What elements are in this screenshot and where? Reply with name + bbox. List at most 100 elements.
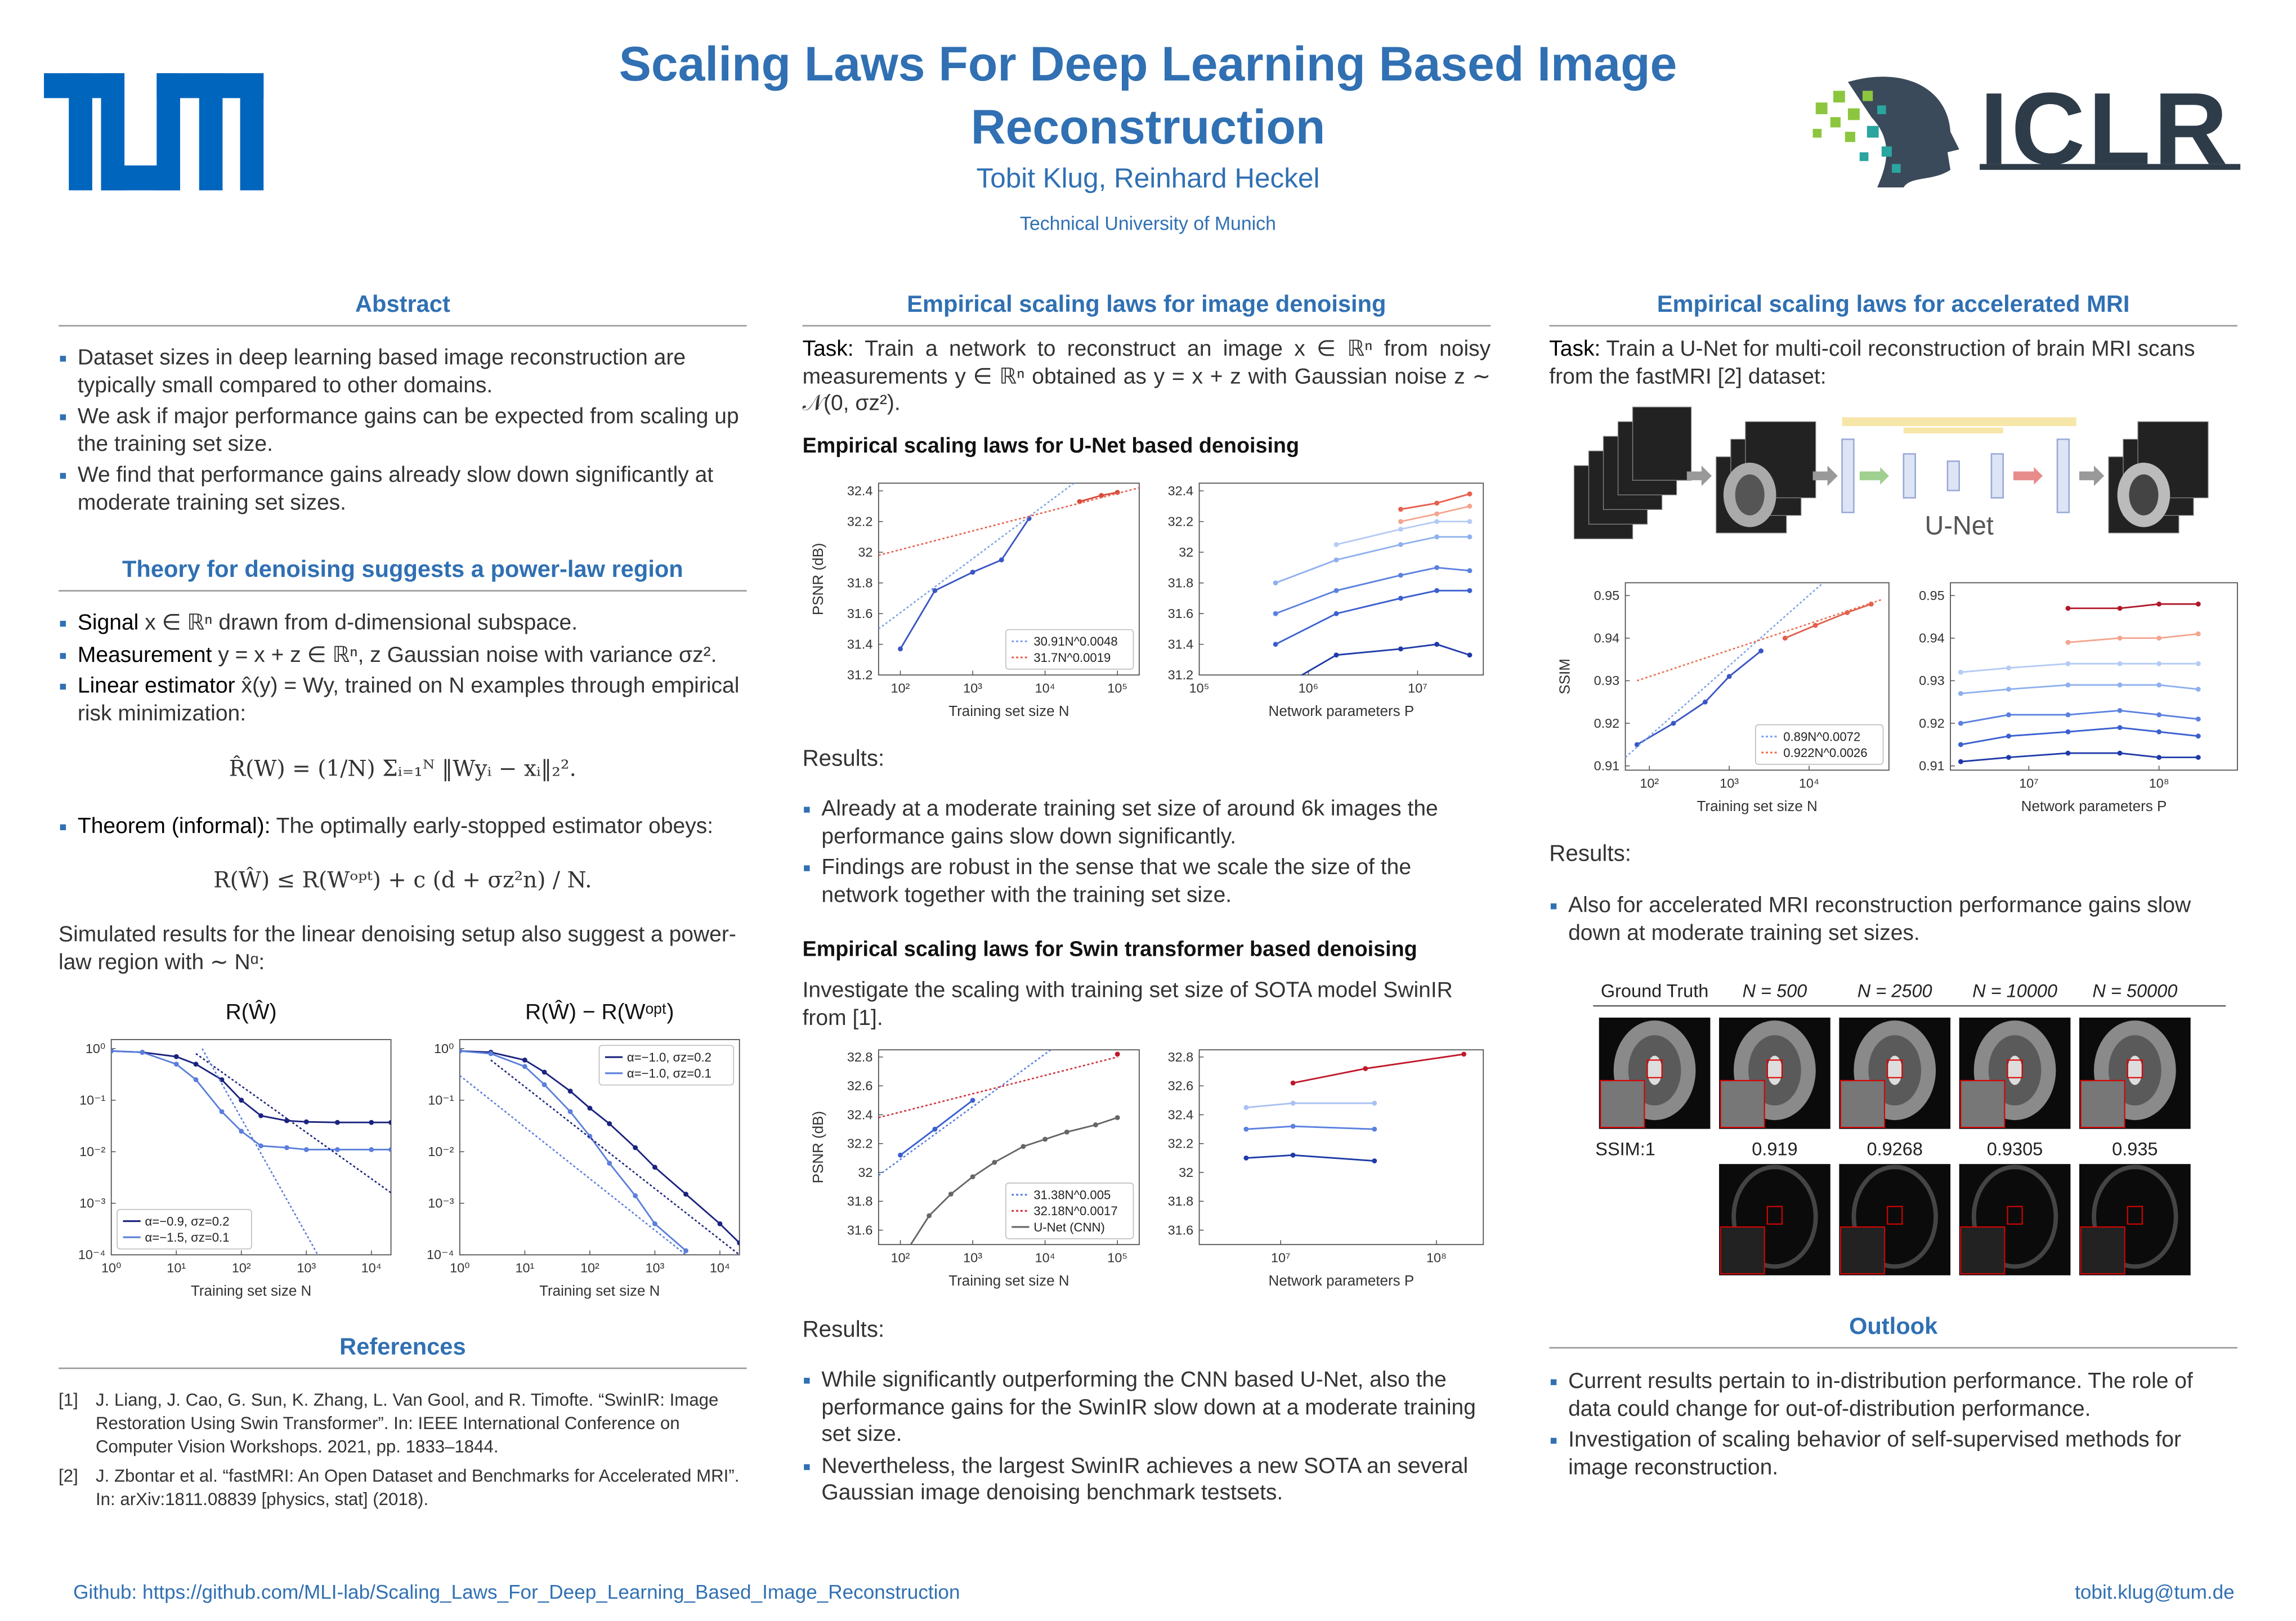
legend-label: α=−1.0, σz=0.2 <box>627 1050 711 1064</box>
y-tick-label: 32 <box>1179 545 1193 559</box>
data-point <box>2117 661 2123 666</box>
diagram-label: U-Net <box>1924 511 1994 540</box>
brain-edge <box>1971 1165 2058 1269</box>
series-line <box>459 1050 687 1252</box>
data-point <box>1467 491 1473 496</box>
results-list: Already at a moderate training set size … <box>803 796 1491 914</box>
y-tick-label: 32.4 <box>847 1107 873 1122</box>
data-point <box>334 1147 340 1152</box>
y-tick-label: 10⁻² <box>428 1144 454 1159</box>
title: Scaling Laws For Deep Learning Based Ima… <box>619 37 1677 154</box>
x-tick-label: 10⁴ <box>361 1261 382 1275</box>
y-tick-label: 31.2 <box>847 668 873 682</box>
data-point <box>587 1105 593 1111</box>
legend-label: 30.91N^0.0048 <box>1033 634 1117 648</box>
brain-edge <box>2092 1165 2178 1269</box>
data-point <box>970 1174 975 1180</box>
plot-frame <box>1950 582 2238 771</box>
x-tick-label: 10³ <box>645 1261 664 1275</box>
data-point <box>1042 1136 1048 1142</box>
data-point <box>2156 755 2162 760</box>
chart: 31.6 31.8 32 32.2 32.4 32.6 32.8 10² 10³ 10⁴ 10⁵ Tr… <box>809 1049 1140 1289</box>
chart: 0.91 0.92 0.93 0.94 0.95 10² 10³ 10⁴ Training se… <box>1556 582 1890 814</box>
iclr-logo: ICLR <box>1980 71 2231 186</box>
y-tick-label: 31.6 <box>847 1223 873 1237</box>
chart: 31.6 31.8 32 32.2 32.4 32.6 32.8 10⁷ 10⁸ Network … <box>1168 1049 1484 1289</box>
x-tick-label: 10⁸ <box>2149 776 2169 791</box>
x-axis-label: Network parameters P <box>1269 1272 1415 1289</box>
x-axis-label: Training set size N <box>948 1272 1069 1289</box>
data-point <box>607 1121 612 1126</box>
data-point <box>2156 682 2162 688</box>
data-point <box>567 1109 573 1114</box>
theorem-list: Theorem (informal): The optimally early-… <box>59 814 747 845</box>
data-point <box>369 1147 374 1152</box>
x-tick-label: 10⁷ <box>1408 680 1427 695</box>
legend-label: α=−1.5, σz=0.1 <box>145 1230 230 1244</box>
ref-label: [2] <box>59 1466 78 1486</box>
task-text: Train a network to reconstruct an image … <box>802 337 1491 416</box>
zoom-inset <box>1960 1080 2006 1129</box>
x-tick-label: 10⁵ <box>1107 680 1127 695</box>
data-point <box>239 1098 244 1103</box>
fit-line <box>878 1050 1051 1176</box>
x-tick-label: 10³ <box>963 1250 982 1265</box>
data-point <box>1398 519 1403 525</box>
data-point <box>1634 742 1640 747</box>
data-point <box>1461 1051 1467 1057</box>
data-point <box>932 1126 938 1132</box>
data-point <box>932 588 938 593</box>
y-tick-label: 0.93 <box>1594 673 1620 688</box>
y-tick-label: 10⁰ <box>86 1041 105 1056</box>
x-tick-label: 10⁷ <box>1271 1250 1291 1265</box>
legend-label: 31.7N^0.0019 <box>1033 651 1111 665</box>
task-text: Train a U-Net for multi-coil reconstruct… <box>1549 337 2195 389</box>
data-point <box>607 1161 612 1166</box>
plot-area <box>878 1050 1120 1245</box>
legend-box <box>598 1045 735 1086</box>
data-point <box>2156 729 2162 735</box>
x-tick-label: 10⁰ <box>450 1261 469 1275</box>
data-point <box>2117 635 2123 641</box>
data-point <box>2006 712 2011 718</box>
plot-area <box>459 1048 740 1255</box>
data-point <box>1273 580 1278 586</box>
data-point <box>1290 1080 1296 1086</box>
chart: 31.2 31.4 31.6 31.8 32 32.2 32.4 10² 10³ 10⁴ 10⁵ Tr… <box>809 482 1140 719</box>
bullet-text: The optimally early-stopped estimator ob… <box>276 814 714 839</box>
ref-label: [1] <box>59 1389 78 1410</box>
ref-text: J. Liang, J. Cao, G. Sun, K. Zhang, L. V… <box>95 1389 719 1457</box>
data-point <box>193 1077 199 1082</box>
data-point <box>1434 534 1440 540</box>
x-tick-label: 10⁴ <box>710 1261 730 1275</box>
fit-line <box>878 487 1139 556</box>
plot-area <box>111 1048 391 1255</box>
y-tick-label: 32.4 <box>1168 483 1194 498</box>
swin-text: Investigate the scaling with training se… <box>802 978 1453 1031</box>
plot-area <box>1243 1051 1467 1163</box>
zoom-inset <box>1720 1080 1765 1129</box>
data-point <box>2117 606 2123 611</box>
legend-box <box>1755 724 1884 765</box>
data-point <box>388 1120 391 1125</box>
data-point <box>173 1054 179 1059</box>
legend-label: α=−1.0, σz=0.1 <box>627 1067 711 1081</box>
data-point <box>1333 542 1339 547</box>
data-point <box>2065 639 2071 645</box>
y-tick-label: 10⁻³ <box>428 1196 454 1211</box>
zoom-inset <box>1600 1080 1645 1129</box>
data-point <box>2065 750 2071 756</box>
data-point <box>2117 750 2123 756</box>
x-tick-label: 10² <box>580 1261 599 1275</box>
x-axis-label: Training set size N <box>948 702 1069 719</box>
section-heading: Abstract <box>59 293 747 327</box>
data-point <box>1434 642 1440 647</box>
data-point <box>1434 588 1440 593</box>
y-tick-label: 10⁻⁴ <box>427 1247 454 1262</box>
chart: R(Ŵ) 10⁻⁴ 10⁻³ 10⁻² 10⁻¹ 10⁰ 10⁰ 10¹ 10² 10³ 10⁴ Tr… <box>78 1000 392 1299</box>
zoom-box <box>2127 1059 2143 1078</box>
data-point <box>258 1143 263 1149</box>
formula: R̂(W) = (1/N) Σᵢ₌₁ᴺ ‖Wyᵢ − xᵢ‖₂². <box>229 755 576 782</box>
